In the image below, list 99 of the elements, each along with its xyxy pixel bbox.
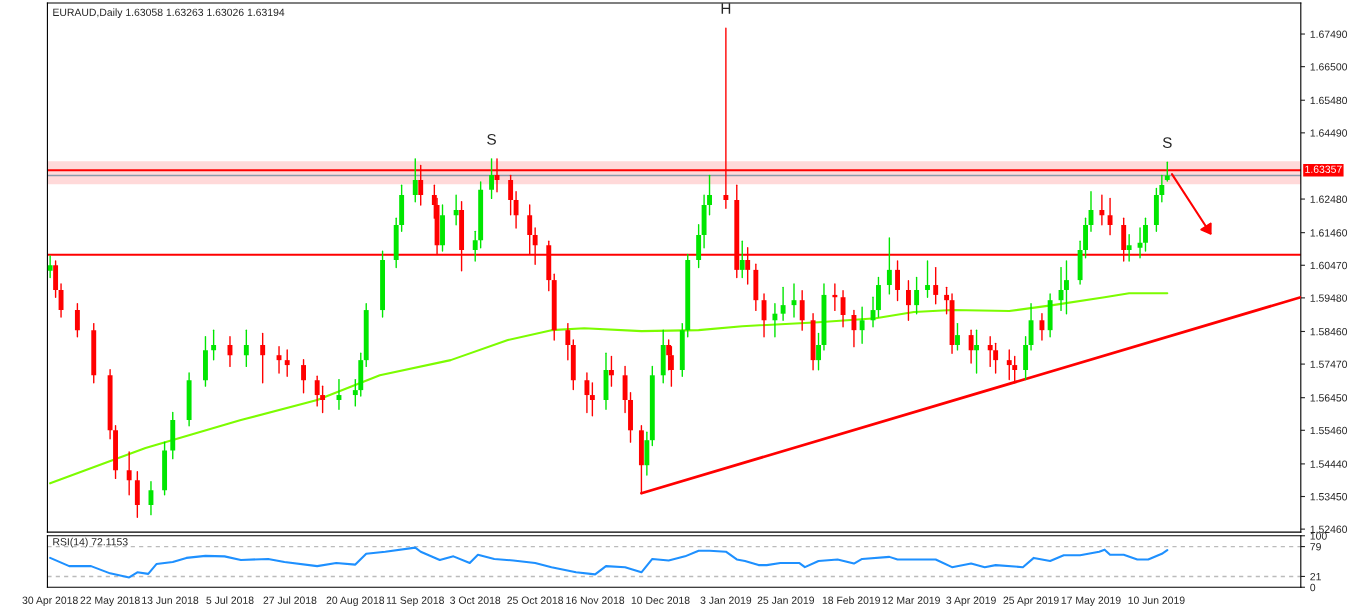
candlestick <box>799 289 805 331</box>
x-tick-label: 22 May 2018 <box>80 596 140 606</box>
y-tick-label: 1.59480 <box>1310 294 1348 302</box>
candlestick <box>1143 217 1148 252</box>
candlestick <box>1012 355 1018 384</box>
candlestick <box>944 286 950 315</box>
candlestick <box>489 158 495 200</box>
candlestick <box>508 174 514 216</box>
candlestick <box>314 375 320 407</box>
x-tick-label: 25 Jan 2019 <box>757 596 815 604</box>
y-tick-label: 1.57470 <box>1310 360 1348 368</box>
candlestick <box>584 372 590 414</box>
y-tick-label: 1.60470 <box>1310 261 1348 270</box>
y-tick-label: 1.62480 <box>1310 195 1348 203</box>
x-tick-label: 10 Dec 2018 <box>631 596 690 604</box>
x-tick-label: 10 Jun 2019 <box>1128 596 1185 604</box>
x-tick-label: 13 Jun 2018 <box>142 596 199 604</box>
annotation: S <box>487 133 496 145</box>
x-tick-label: 12 Mar 2019 <box>882 596 940 604</box>
candlestick <box>1099 194 1105 226</box>
candlestick <box>914 276 920 315</box>
candlestick <box>1006 349 1012 381</box>
y-tick-label: 1.52460 <box>1310 525 1348 533</box>
y-tick-label: 1.53450 <box>1310 493 1348 501</box>
candlestick <box>260 332 266 384</box>
y-tick-label: 1.56450 <box>1310 394 1348 402</box>
candlestick <box>1039 312 1045 341</box>
candlestick <box>74 303 80 338</box>
y-tick-label: 21 <box>1310 572 1321 581</box>
candlestick <box>859 306 865 345</box>
x-tick-label: 30 Apr 2018 <box>22 596 78 606</box>
x-tick-label: 16 Nov 2018 <box>566 596 625 604</box>
candlestick <box>780 286 786 321</box>
y-tick-label: 1.61460 <box>1310 229 1348 237</box>
y-tick-label: 1.64490 <box>1310 129 1348 137</box>
candlestick <box>608 355 614 387</box>
candlestick <box>211 329 217 361</box>
x-tick-label: 3 Jan 2019 <box>700 596 752 604</box>
ref-line-label: 1.63357 <box>1305 165 1342 173</box>
chart-title: EURAUD,Daily 1.63058 1.63263 1.63026 1.63194 <box>53 8 285 19</box>
y-tick-label: 1.65480 <box>1310 96 1348 105</box>
candlestick <box>589 382 595 417</box>
x-tick-label: 18 Feb 2019 <box>822 596 880 604</box>
candlestick <box>993 342 999 374</box>
candlestick <box>832 283 838 312</box>
candlestick <box>513 191 519 229</box>
candlestick <box>320 385 326 414</box>
candlestick <box>816 332 821 371</box>
candlestick <box>472 230 478 262</box>
annotation: H <box>721 3 731 14</box>
x-tick-label: 11 Sep 2018 <box>386 596 444 606</box>
y-tick-label: 1.54440 <box>1310 460 1348 468</box>
candlestick <box>968 329 974 364</box>
y-tick-label: 1.67490 <box>1310 30 1348 38</box>
candlestick <box>955 322 960 351</box>
x-tick-label: 25 Apr 2019 <box>1003 596 1059 606</box>
x-tick-label: 20 Aug 2018 <box>326 596 385 606</box>
candlestick <box>301 359 306 394</box>
x-tick-label: 5 Jul 2018 <box>206 596 254 604</box>
annotation: S <box>1162 137 1172 149</box>
candlestick <box>47 255 53 279</box>
y-tick-label: 1.66500 <box>1310 63 1348 71</box>
candlestick <box>905 280 911 321</box>
x-tick-label: 25 Oct 2018 <box>507 596 564 604</box>
y-tick-label: 1.58460 <box>1310 327 1348 336</box>
candlestick <box>974 329 980 374</box>
candlestick <box>925 260 930 298</box>
x-tick-label: 17 May 2019 <box>1061 596 1121 606</box>
x-tick-label: 27 Jul 2018 <box>263 596 317 604</box>
y-tick-label: 1.55460 <box>1310 426 1348 435</box>
candlestick <box>352 378 358 407</box>
candlestick <box>126 451 132 496</box>
y-tick-label: 100 <box>1310 532 1327 540</box>
candlestick <box>1126 233 1132 262</box>
candlestick <box>1159 174 1165 203</box>
chart-title: RSI(14) 72.1153 <box>53 537 128 548</box>
candlestick <box>453 194 459 226</box>
x-tick-label: 3 Oct 2018 <box>450 596 501 604</box>
candlestick <box>772 303 778 338</box>
candlestick <box>243 329 249 368</box>
line-series <box>49 546 1169 579</box>
line-series <box>49 292 1169 485</box>
candlestick <box>1107 197 1113 236</box>
candlestick <box>565 322 571 361</box>
candlestick <box>851 309 857 348</box>
y-tick-label: 79 <box>1310 543 1321 551</box>
candlestick <box>1164 161 1170 182</box>
candlestick <box>412 158 418 203</box>
candlestick <box>987 336 993 368</box>
y-tick-label: 0 <box>1310 583 1316 592</box>
candlestick <box>739 240 745 279</box>
candlestick <box>707 174 712 216</box>
candlestick <box>886 237 892 295</box>
candlestick <box>1064 260 1069 315</box>
candlestick <box>933 266 939 305</box>
candlestick <box>58 283 64 318</box>
candlestick <box>284 349 290 377</box>
x-tick-label: 3 Apr 2019 <box>946 596 996 606</box>
candlestick <box>895 260 900 302</box>
